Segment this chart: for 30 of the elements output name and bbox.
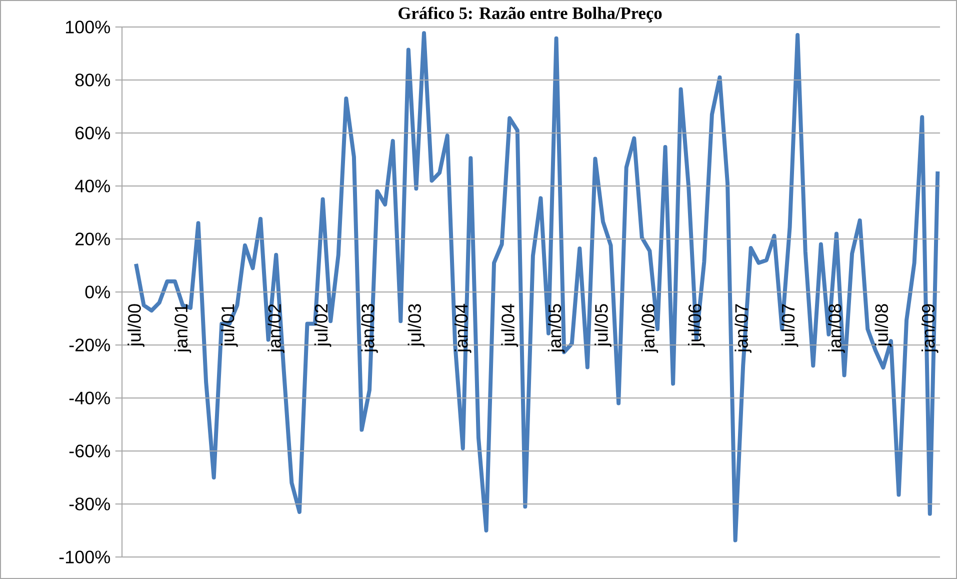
y-tick-label: 0% bbox=[85, 286, 110, 298]
y-tick-label: 80% bbox=[75, 74, 110, 86]
x-tick-label: jul/04 bbox=[501, 304, 518, 347]
x-tick-label: jan/04 bbox=[454, 304, 472, 353]
y-tick-label: 20% bbox=[75, 232, 110, 246]
x-tick-label: jul/07 bbox=[781, 304, 798, 347]
x-tick-label: jul/03 bbox=[408, 304, 425, 347]
x-tick-label: jan/06 bbox=[641, 304, 658, 353]
x-tick-label: jul/00 bbox=[128, 304, 144, 347]
x-tick-label: jul/01 bbox=[221, 304, 238, 347]
y-tick-label: 60% bbox=[76, 126, 110, 140]
x-tick-label: jul/05 bbox=[594, 304, 612, 347]
x-tick-label: jan/03 bbox=[361, 304, 378, 353]
y-tick-label: -20% bbox=[69, 338, 110, 352]
x-tick-label: jan/08 bbox=[828, 304, 845, 353]
y-tick-label: -60% bbox=[69, 444, 110, 458]
x-tick-label: jul/02 bbox=[314, 304, 332, 347]
x-tick-label: jan/07 bbox=[734, 304, 752, 353]
y-tick-label: 100% bbox=[66, 20, 110, 34]
x-tick-label: jul/06 bbox=[688, 304, 705, 347]
y-tick-label: -100% bbox=[59, 550, 110, 564]
x-tick-label: jan/02 bbox=[268, 304, 285, 353]
x-tick-label: jan/09 bbox=[921, 304, 938, 353]
y-tick-label: -80% bbox=[69, 498, 110, 510]
y-tick-label: 40% bbox=[75, 180, 110, 192]
chart-title: Gráfico 5: Razão entre Bolha/Preço bbox=[398, 6, 662, 22]
x-tick-label: jul/08 bbox=[874, 304, 892, 347]
x-tick-label: jan/05 bbox=[548, 304, 565, 353]
x-tick-label: jan/01 bbox=[174, 304, 192, 353]
y-tick-label: -40% bbox=[69, 392, 110, 404]
